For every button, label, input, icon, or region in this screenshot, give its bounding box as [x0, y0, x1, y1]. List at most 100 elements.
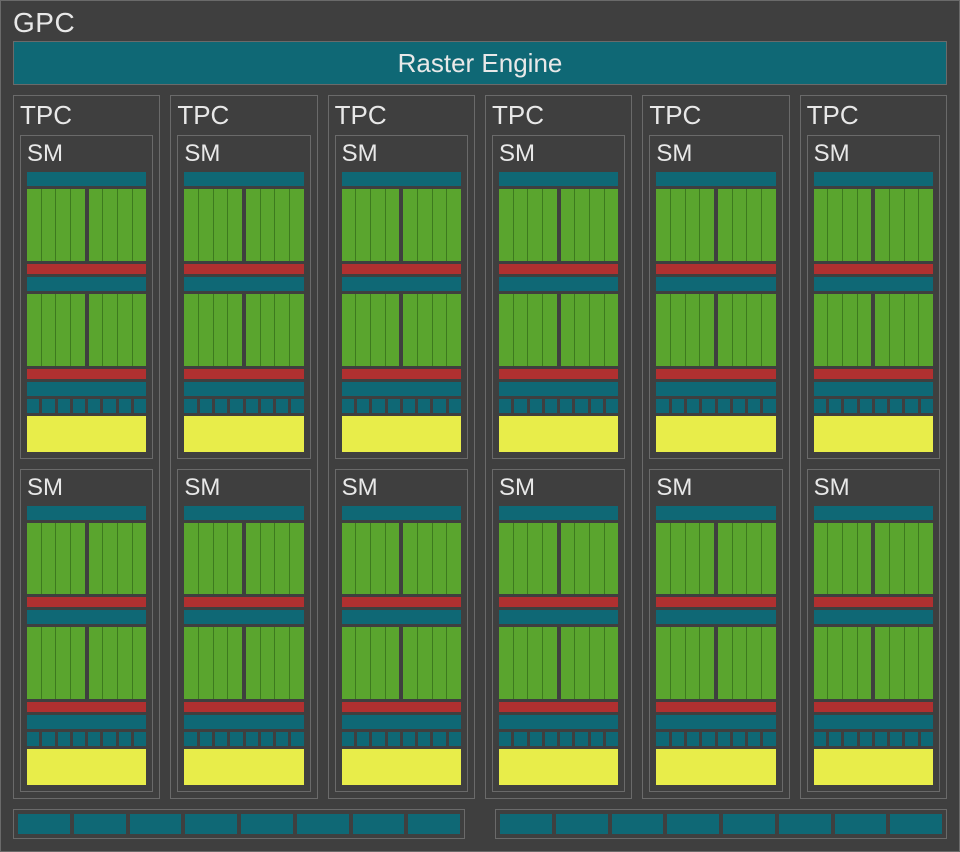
- tpc-label: TPC: [177, 100, 310, 131]
- core-column: [133, 189, 147, 261]
- core-half: [814, 189, 872, 261]
- cache-segment: [246, 399, 258, 413]
- core-column: [499, 523, 514, 595]
- shared-memory-block: [27, 749, 146, 785]
- cache-segment: [575, 732, 587, 746]
- core-column: [700, 627, 714, 699]
- core-column: [686, 294, 701, 366]
- shared-memory-block: [184, 749, 303, 785]
- scheduler-bar: [342, 277, 461, 291]
- sm-body: [499, 506, 618, 786]
- core-column: [275, 294, 290, 366]
- core-column: [246, 627, 261, 699]
- sm-label: SM: [656, 474, 775, 502]
- core-column: [56, 523, 71, 595]
- core-column: [733, 523, 748, 595]
- core-half: [561, 189, 619, 261]
- core-column: [590, 294, 605, 366]
- core-column: [733, 627, 748, 699]
- shared-memory-block: [814, 416, 933, 452]
- core-half: [184, 294, 242, 366]
- core-half: [718, 627, 776, 699]
- core-block: [814, 189, 933, 261]
- raster-engine-bar: Raster Engine: [13, 41, 947, 85]
- core-column: [671, 627, 686, 699]
- core-half: [246, 523, 304, 595]
- core-block: [342, 294, 461, 366]
- shared-memory-block: [342, 416, 461, 452]
- register-bar: [27, 264, 146, 274]
- cache-bricks: [814, 732, 933, 746]
- scheduler-bar: [499, 382, 618, 396]
- core-column: [403, 189, 418, 261]
- core-half: [184, 627, 242, 699]
- core-column: [528, 294, 543, 366]
- core-column: [528, 627, 543, 699]
- cache-segment: [418, 732, 430, 746]
- scheduler-bar: [27, 172, 146, 186]
- core-block: [656, 627, 775, 699]
- core-half: [342, 627, 400, 699]
- core-column: [605, 627, 619, 699]
- core-column: [290, 627, 304, 699]
- core-block: [499, 523, 618, 595]
- core-column: [356, 189, 371, 261]
- scheduler-bar: [656, 172, 775, 186]
- core-column: [575, 523, 590, 595]
- core-column: [184, 523, 199, 595]
- scheduler-bar: [27, 277, 146, 291]
- core-column: [89, 627, 104, 699]
- core-column: [275, 627, 290, 699]
- core-column: [671, 523, 686, 595]
- core-half: [342, 294, 400, 366]
- cache-segment: [875, 732, 887, 746]
- sm-label: SM: [184, 140, 303, 168]
- core-column: [42, 189, 57, 261]
- core-column: [905, 627, 920, 699]
- core-block: [27, 523, 146, 595]
- register-bar: [184, 264, 303, 274]
- core-half: [718, 294, 776, 366]
- rop-block: [13, 809, 465, 839]
- sm-label: SM: [342, 140, 461, 168]
- core-column: [386, 627, 400, 699]
- rop-segment: [612, 814, 664, 834]
- core-column: [905, 523, 920, 595]
- cache-segment: [921, 399, 933, 413]
- core-column: [762, 523, 776, 595]
- cache-segment: [702, 399, 714, 413]
- cache-segment: [718, 732, 730, 746]
- cache-segment: [702, 732, 714, 746]
- core-column: [433, 523, 448, 595]
- core-column: [671, 189, 686, 261]
- core-half: [342, 189, 400, 261]
- core-column: [386, 523, 400, 595]
- core-column: [514, 189, 529, 261]
- core-column: [718, 523, 733, 595]
- shared-memory-block: [814, 749, 933, 785]
- cache-segment: [372, 732, 384, 746]
- cache-segment: [418, 399, 430, 413]
- core-column: [890, 627, 905, 699]
- core-column: [858, 294, 872, 366]
- core-column: [433, 189, 448, 261]
- core-column: [184, 627, 199, 699]
- sm-label: SM: [27, 140, 146, 168]
- sm-label: SM: [814, 474, 933, 502]
- sm-body: [814, 172, 933, 452]
- core-column: [843, 189, 858, 261]
- scheduler-bar: [656, 382, 775, 396]
- scheduler-bar: [27, 382, 146, 396]
- core-column: [133, 627, 147, 699]
- register-bar: [814, 597, 933, 607]
- core-half: [875, 189, 933, 261]
- scheduler-bar: [342, 172, 461, 186]
- rop-segment: [353, 814, 405, 834]
- cache-segment: [449, 399, 461, 413]
- core-column: [184, 294, 199, 366]
- register-bar: [656, 369, 775, 379]
- cache-bricks: [27, 732, 146, 746]
- cache-segment: [844, 732, 856, 746]
- sm-stack: SMSM: [649, 135, 782, 792]
- core-column: [747, 294, 762, 366]
